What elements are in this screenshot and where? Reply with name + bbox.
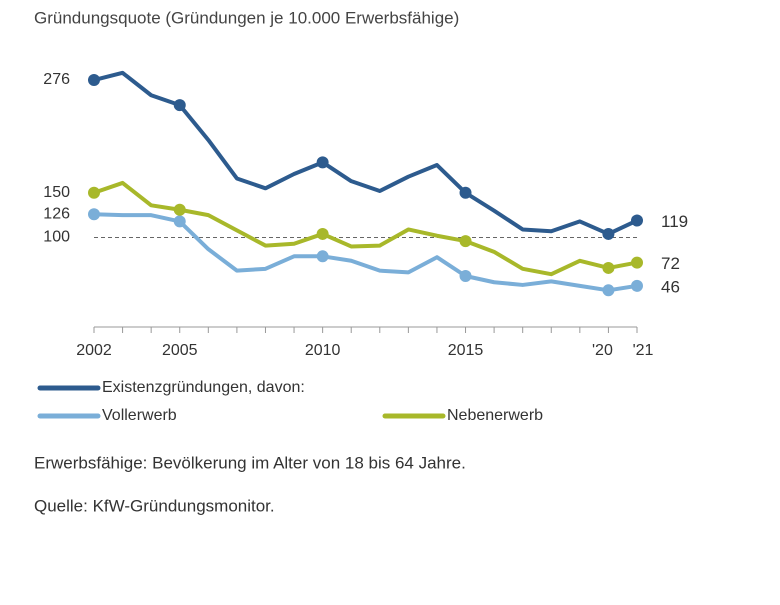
- x-tick-label: 2010: [305, 342, 341, 359]
- point: [173, 203, 186, 216]
- point: [173, 99, 186, 112]
- y-tick-label: 276: [43, 71, 70, 88]
- y-tick-label: 100: [43, 229, 70, 246]
- point: [631, 214, 643, 227]
- series-line: [93, 70, 638, 236]
- x-tick-label: '20: [592, 342, 613, 359]
- note: Quelle: KfW-Gründungsmonitor.: [34, 496, 275, 515]
- x-tick-label: 2015: [448, 342, 484, 359]
- point: [602, 227, 615, 240]
- point: [631, 256, 643, 269]
- legend-label: Vollerwerb: [102, 407, 177, 424]
- chart-title: Gründungsquote (Gründungen je 10.000 Erw…: [34, 8, 459, 27]
- point: [631, 279, 643, 292]
- point: [602, 284, 615, 297]
- legend-label: Existenzgründungen, davon:: [102, 379, 305, 396]
- note: Erwerbsfähige: Bevölkerung im Alter von …: [34, 453, 466, 472]
- point: [316, 227, 329, 240]
- legend-label: Nebenerwerb: [447, 407, 543, 424]
- point: [316, 156, 329, 169]
- point: [316, 250, 329, 263]
- x-tick-label: '21: [633, 342, 654, 359]
- y-tick-label: 126: [43, 205, 70, 222]
- x-tick-label: 2005: [162, 342, 198, 359]
- y-tick-label: 150: [43, 184, 70, 201]
- series-line: [93, 212, 638, 293]
- point: [88, 186, 100, 199]
- point: [88, 74, 100, 87]
- point: [459, 186, 472, 199]
- point: [459, 235, 472, 248]
- x-tick-label: 2002: [76, 342, 112, 359]
- point: [602, 261, 615, 274]
- point: [173, 215, 186, 228]
- end-label: 119: [661, 212, 688, 231]
- point: [459, 269, 472, 282]
- end-label: 46: [661, 277, 680, 296]
- end-label: 72: [661, 254, 680, 273]
- point: [88, 208, 100, 221]
